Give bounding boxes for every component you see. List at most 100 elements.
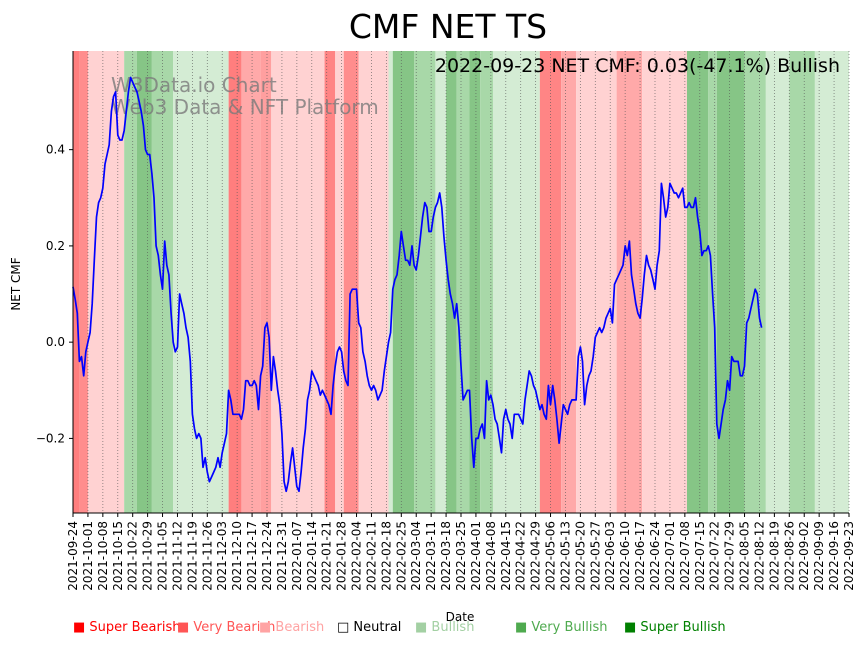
- x-tick-label: 2022-04-29: [529, 521, 543, 591]
- regime-band: [492, 51, 540, 513]
- regime-band: [392, 51, 415, 513]
- net-cmf-line: [72, 76, 763, 493]
- x-axis-ticks: 2021-09-24 2021-10-01 2021-10-08 2021-10-15…: [66, 513, 856, 591]
- regime-band: [616, 51, 643, 513]
- x-tick-label: 2022-03-18: [439, 521, 453, 591]
- x-tick-label: 2022-07-08: [678, 521, 692, 591]
- y-tick-label: −0.2: [36, 431, 65, 445]
- regime-band: [324, 51, 336, 513]
- regime-band: [79, 51, 88, 513]
- x-tick-label: 2022-09-09: [812, 521, 826, 591]
- x-tick-label: 2022-04-08: [484, 521, 498, 591]
- x-tick-label: 2022-02-04: [350, 521, 364, 591]
- x-tick-label: 2022-06-03: [603, 521, 617, 591]
- x-axis-label: Date: [446, 610, 475, 624]
- regime-band: [456, 51, 470, 513]
- x-tick-label: 2022-05-20: [573, 521, 587, 591]
- x-tick-label: 2021-11-12: [170, 521, 184, 591]
- regime-band: [358, 51, 389, 513]
- x-tick-label: 2022-01-07: [290, 521, 304, 591]
- x-tick-label: 2021-09-24: [66, 521, 80, 591]
- regime-band: [173, 51, 229, 513]
- y-tick-label: 0.4: [46, 143, 65, 157]
- regime-band: [414, 51, 436, 513]
- legend-swatch: ■: [177, 620, 194, 635]
- x-tick-label: 2022-08-12: [752, 521, 766, 591]
- x-tick-label: 2022-09-02: [797, 521, 811, 591]
- regime-band: [271, 51, 325, 513]
- x-tick-label: 2021-11-19: [185, 521, 199, 591]
- regime-band: [343, 51, 359, 513]
- legend-item: ■ Super Bullish: [624, 620, 726, 635]
- x-tick-label: 2022-05-06: [544, 521, 558, 591]
- x-tick-label: 2021-10-29: [141, 521, 155, 591]
- x-tick-label: 2022-06-24: [648, 521, 662, 591]
- x-tick-label: 2021-12-17: [245, 521, 259, 591]
- regime-band: [789, 51, 815, 513]
- x-tick-label: 2022-06-17: [633, 521, 647, 591]
- regime-band: [124, 51, 137, 513]
- x-tick-label: 2022-08-26: [782, 521, 796, 591]
- x-tick-label: 2022-09-23: [842, 521, 856, 591]
- x-tick-label: 2022-01-28: [335, 521, 349, 591]
- regime-band: [642, 51, 687, 513]
- x-tick-label: 2022-08-19: [767, 521, 781, 591]
- x-tick-label: 2021-12-10: [230, 521, 244, 591]
- x-tick-label: 2021-10-01: [81, 521, 95, 591]
- status-readout: 2022-09-23 NET CMF: 0.03(-47.1%) Bullish: [435, 55, 840, 77]
- x-tick-label: 2021-11-26: [200, 521, 214, 591]
- y-tick-label: 0.2: [46, 239, 65, 253]
- regime-band: [228, 51, 242, 513]
- watermark-line: Web3 Data & NFT Platform: [111, 95, 379, 119]
- legend-label: Bullish: [431, 620, 475, 635]
- legend-item: □ Neutral: [337, 620, 401, 635]
- regime-band: [686, 51, 709, 513]
- legend-swatch: ■: [624, 620, 641, 635]
- chart-title: CMF NET TS: [349, 7, 547, 46]
- legend-label: Super Bullish: [640, 620, 726, 635]
- x-tick-label: 2022-04-22: [514, 521, 528, 591]
- legend-label: Very Bullish: [531, 620, 608, 635]
- regime-band: [765, 51, 790, 513]
- x-tick-label: 2021-10-22: [126, 521, 140, 591]
- regime-band: [73, 51, 80, 513]
- legend-label: Very Bearish: [193, 620, 276, 635]
- regime-band: [435, 51, 447, 513]
- legend: ■ Super Bearish ■ Very Bearish ■ Bearish □ …: [73, 620, 853, 638]
- regime-band: [814, 51, 849, 513]
- legend-swatch: ■: [73, 620, 90, 635]
- regime-bands: [73, 51, 849, 513]
- legend-swatch: ■: [415, 620, 432, 635]
- legend-item: ■ Super Bearish: [73, 620, 181, 635]
- regime-band: [136, 51, 152, 513]
- x-tick-label: 2022-04-01: [469, 521, 483, 591]
- x-tick-label: 2022-03-11: [424, 521, 438, 591]
- x-tick-label: 2022-07-29: [723, 521, 737, 591]
- x-tick-label: 2022-02-11: [364, 521, 378, 591]
- legend-item: ■ Bullish: [415, 620, 474, 635]
- regime-band: [469, 51, 481, 513]
- legend-item: ■ Bearish: [259, 620, 324, 635]
- regime-band: [744, 51, 766, 513]
- x-tick-label: 2022-02-18: [379, 521, 393, 591]
- x-tick-label: 2022-07-01: [663, 521, 677, 591]
- legend-label: Super Bearish: [89, 620, 181, 635]
- regime-band: [561, 51, 577, 513]
- x-tick-label: 2022-06-10: [618, 521, 632, 591]
- y-axis-ticks: −0.2 0.0 0.2 0.4: [36, 143, 73, 445]
- y-tick-label: 0.0: [46, 335, 65, 349]
- regime-band: [241, 51, 261, 513]
- x-tick-label: 2021-12-24: [260, 521, 274, 591]
- regime-band: [260, 51, 272, 513]
- x-tick-label: 2022-08-05: [738, 521, 752, 591]
- legend-label: Bearish: [275, 620, 325, 635]
- x-tick-label: 2022-05-27: [588, 521, 602, 591]
- legend-label: Neutral: [353, 620, 402, 635]
- x-tick-label: 2021-12-31: [275, 521, 289, 591]
- x-tick-label: 2022-02-25: [394, 521, 408, 591]
- x-tick-label: 2022-05-13: [558, 521, 572, 591]
- x-tick-label: 2022-07-22: [708, 521, 722, 591]
- regime-band: [446, 51, 457, 513]
